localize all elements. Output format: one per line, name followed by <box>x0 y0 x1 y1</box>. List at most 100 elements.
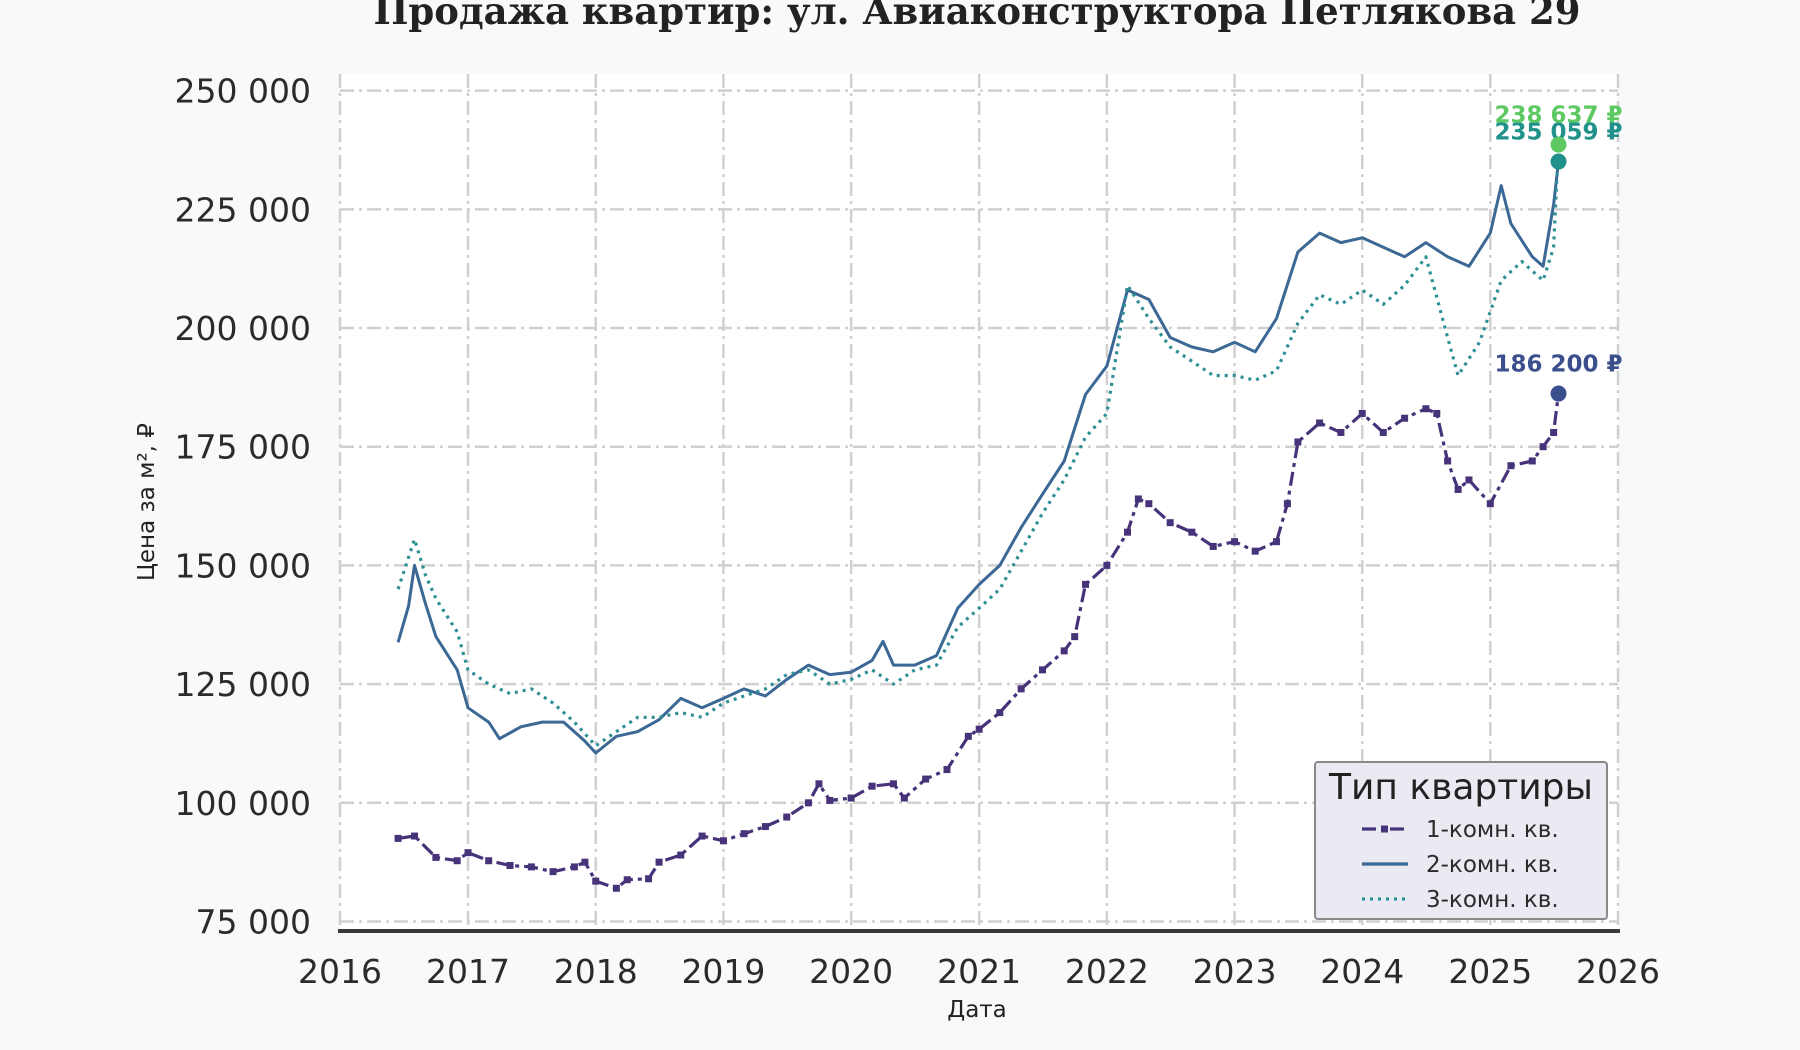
series-point <box>1486 500 1494 508</box>
series-point <box>1444 457 1452 465</box>
x-ticks: 2016 2017 2018 2019 2020 2021 2022 2023 2024 2025… <box>298 952 1660 991</box>
x-tick-label: 2019 <box>681 952 765 991</box>
x-tick-label: 2022 <box>1065 952 1149 991</box>
y-tick-label: 175 000 <box>175 428 311 467</box>
endpoint-layer: 186 200 ₽235 059 ₽238 637 ₽ <box>1495 103 1623 402</box>
series-point <box>592 877 600 885</box>
series-point <box>996 709 1004 717</box>
series-point <box>527 863 535 871</box>
series-point <box>1251 547 1259 555</box>
series-point <box>1273 538 1281 546</box>
series-point <box>1231 538 1239 546</box>
series-point <box>394 834 402 842</box>
series-point <box>698 832 706 840</box>
y-tick-label: 250 000 <box>175 72 311 111</box>
y-ticks: 250 000 225 000 200 000 175 000 150 000 125 0… <box>175 72 311 942</box>
series-point <box>1528 457 1536 465</box>
series-point <box>1316 419 1324 427</box>
series-point <box>975 725 983 733</box>
series-point <box>889 780 897 788</box>
series-point <box>432 853 440 861</box>
series-point <box>1209 542 1217 550</box>
x-tick-label: 2024 <box>1320 952 1404 991</box>
series-point <box>943 766 951 774</box>
end-marker <box>1550 153 1567 170</box>
series-point <box>1433 409 1441 417</box>
legend-items: 1-комн. кв. 2-комн. кв. 3-комн. кв. <box>1362 817 1559 913</box>
series-point <box>1358 409 1366 417</box>
series-point <box>1422 405 1430 413</box>
y-tick-label: 75 000 <box>196 903 311 942</box>
chart-title: Продажа квартир: ул. Авиаконструктора Пе… <box>373 0 1580 33</box>
x-tick-label: 2025 <box>1448 952 1532 991</box>
y-tick-label: 225 000 <box>175 190 311 229</box>
end-label: 186 200 ₽ <box>1495 352 1623 378</box>
series-point <box>645 875 653 883</box>
series-point <box>1337 428 1345 436</box>
x-tick-label: 2018 <box>554 952 638 991</box>
x-tick-label: 2026 <box>1576 952 1660 991</box>
series-point <box>783 813 791 821</box>
x-tick-label: 2023 <box>1193 952 1277 991</box>
series-point <box>719 837 727 845</box>
series-point <box>1401 414 1409 422</box>
series-point <box>815 780 823 788</box>
series-point <box>581 858 589 866</box>
series-point <box>1539 443 1547 451</box>
series-point <box>1550 428 1558 436</box>
end-marker <box>1550 385 1567 402</box>
series-point <box>1134 495 1142 503</box>
x-tick-label: 2020 <box>809 952 893 991</box>
y-tick-label: 150 000 <box>175 546 311 585</box>
series-point <box>1124 528 1132 536</box>
series-point <box>411 832 419 840</box>
series-point <box>804 799 812 807</box>
series-point <box>922 775 930 783</box>
series-point <box>1060 647 1068 655</box>
series-point <box>612 884 620 892</box>
legend-label: 2-комн. кв. <box>1426 852 1559 878</box>
series-point <box>1283 500 1291 508</box>
series-point <box>1071 633 1079 641</box>
x-tick-label: 2016 <box>298 952 382 991</box>
series-point <box>1465 476 1473 484</box>
legend-label: 1-комн. кв. <box>1426 817 1559 843</box>
series-point <box>677 851 685 859</box>
series-point <box>1166 519 1174 527</box>
series-point <box>464 849 472 857</box>
series-point <box>1145 500 1153 508</box>
series-point <box>655 858 663 866</box>
series-point <box>570 863 578 871</box>
legend-swatch-marker <box>1381 825 1388 833</box>
legend-label: 3-комн. кв. <box>1426 887 1559 913</box>
end-label: 238 637 ₽ <box>1495 103 1623 129</box>
series-point <box>1017 685 1025 693</box>
legend-title: Тип квартиры <box>1328 767 1593 808</box>
series-point <box>1188 528 1196 536</box>
series-point <box>1038 666 1046 674</box>
legend: Тип квартиры 1-комн. кв. 2-комн. кв. 3-ком… <box>1314 761 1608 920</box>
x-tick-label: 2021 <box>937 952 1021 991</box>
x-axis-label: Дата <box>947 997 1007 1023</box>
series-line-3 <box>396 144 1561 748</box>
x-tick-label: 2017 <box>426 952 510 991</box>
y-axis-label: Цена за м², ₽ <box>134 423 160 581</box>
y-tick-label: 200 000 <box>175 309 311 348</box>
series-point <box>900 794 908 802</box>
legend-box <box>1314 761 1608 920</box>
series-point <box>485 857 493 865</box>
series-point <box>1507 462 1515 470</box>
series-point <box>623 876 631 884</box>
series-point <box>1103 561 1111 569</box>
series-point <box>964 732 972 740</box>
series-line-2 <box>396 161 1560 755</box>
series-point <box>1379 428 1387 436</box>
series-point <box>506 861 514 869</box>
series-point <box>1294 438 1302 446</box>
series-point <box>1082 580 1090 588</box>
series-point <box>740 830 748 838</box>
series-point <box>847 794 855 802</box>
end-marker <box>1550 136 1567 153</box>
series-point <box>549 868 557 876</box>
